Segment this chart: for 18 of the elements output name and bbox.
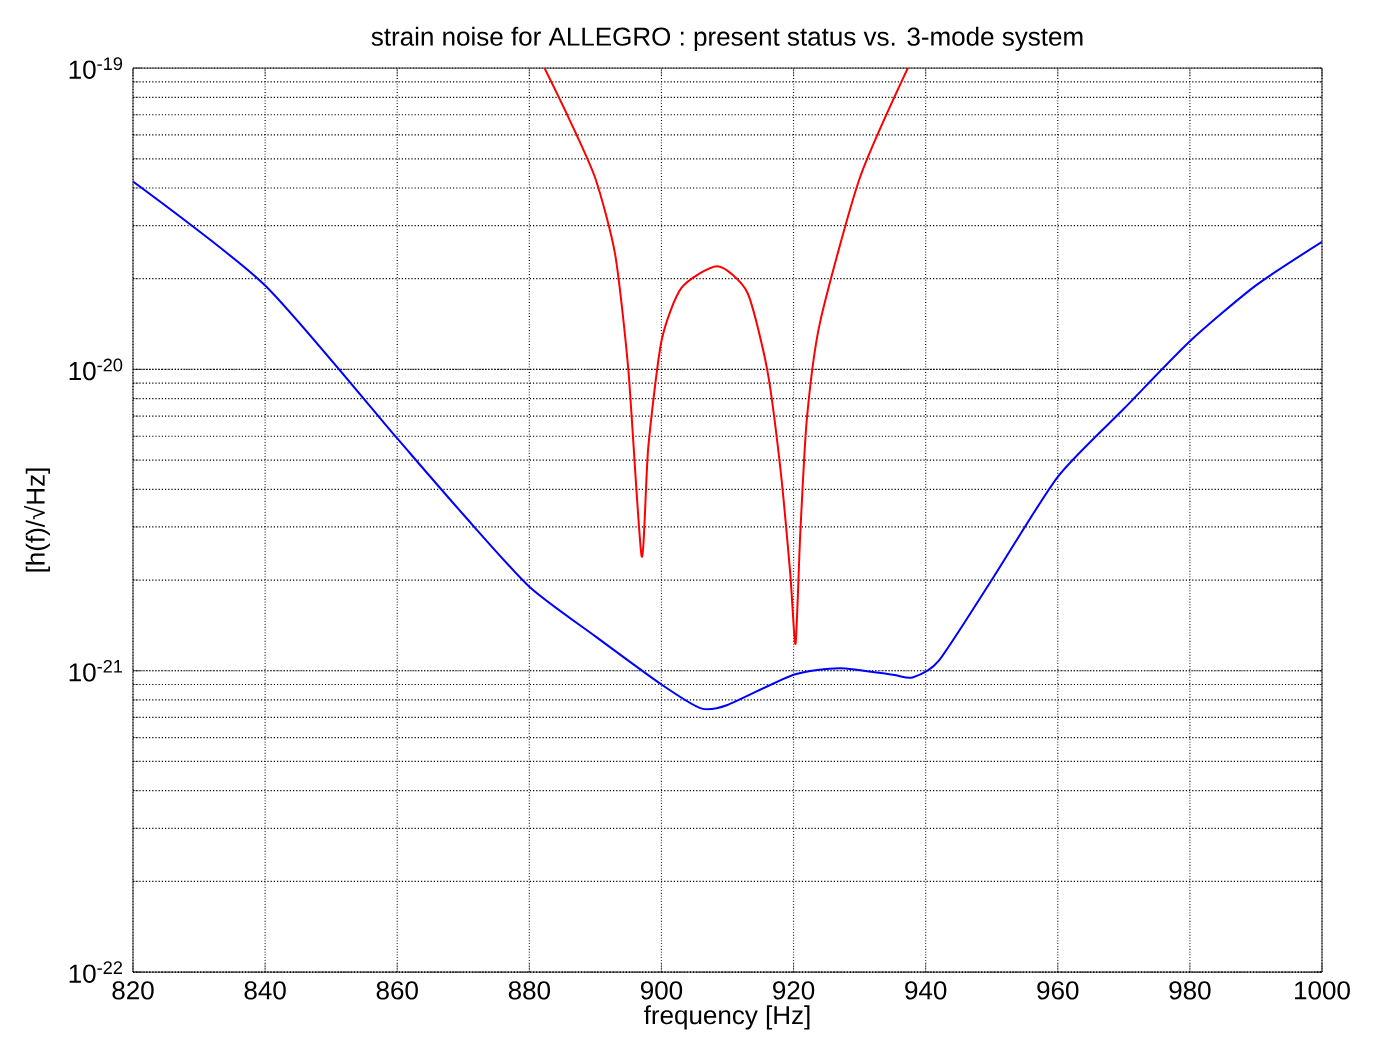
x-tick-label: 860 [376,981,418,1000]
line-series [133,180,1322,710]
x-tick-label: 820 [112,981,154,1000]
chart-title: strain noise for ALLEGRO : present status vs. 3-mode system [371,26,1083,51]
x-tick-label: 880 [508,981,551,1000]
y-axis-title: [h(f)/√Hz] [24,468,50,572]
x-tick-label: 920 [773,981,815,1000]
x-tick-label: 960 [1037,981,1079,1000]
x-tick-label: 1000 [1295,981,1350,1000]
line-series [543,68,909,645]
y-tick-label: 10$^{-21}$ [69,659,123,682]
y-tick-label: 10$^{-20}$ [69,358,123,381]
x-tick-label: 900 [640,981,683,1000]
x-tick-label: 840 [244,981,286,1000]
y-tick-label: 10$^{-19}$ [69,57,123,79]
x-tick-label: 980 [1169,981,1211,1000]
x-axis-title: frequency [Hz] [644,1005,810,1030]
x-tick-label: 940 [905,981,947,1000]
